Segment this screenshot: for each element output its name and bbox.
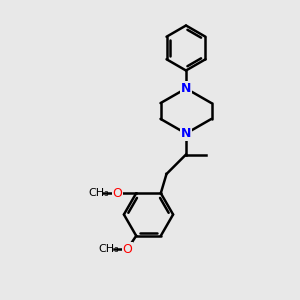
Text: N: N bbox=[181, 127, 191, 140]
Text: O: O bbox=[113, 187, 122, 200]
Text: CH₃: CH₃ bbox=[88, 188, 110, 198]
Text: N: N bbox=[181, 82, 191, 95]
Text: O: O bbox=[122, 243, 132, 256]
Text: CH₃: CH₃ bbox=[99, 244, 120, 254]
